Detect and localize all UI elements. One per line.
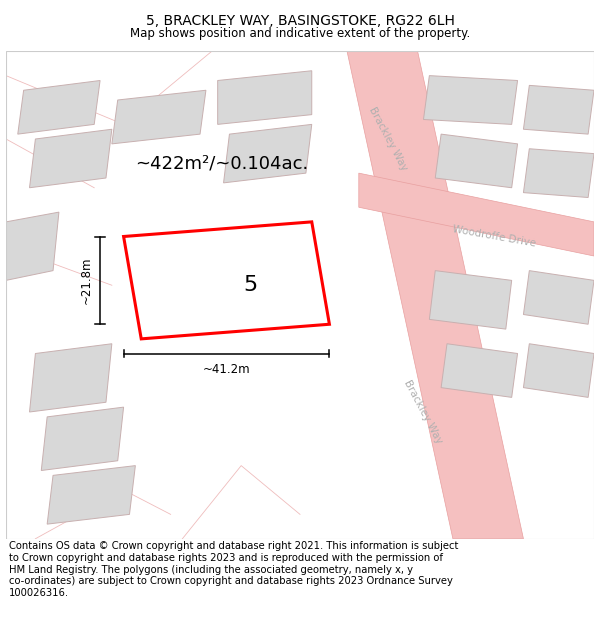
Text: Woodroffe Drive: Woodroffe Drive	[452, 224, 536, 249]
Polygon shape	[347, 51, 523, 539]
Polygon shape	[435, 134, 518, 188]
Polygon shape	[218, 71, 312, 124]
Polygon shape	[441, 344, 518, 398]
Polygon shape	[29, 129, 112, 188]
Text: 5, BRACKLEY WAY, BASINGSTOKE, RG22 6LH: 5, BRACKLEY WAY, BASINGSTOKE, RG22 6LH	[146, 14, 454, 28]
Polygon shape	[523, 271, 594, 324]
Text: Contains OS data © Crown copyright and database right 2021. This information is : Contains OS data © Crown copyright and d…	[9, 541, 458, 598]
Text: Brackley Way: Brackley Way	[403, 379, 445, 446]
Polygon shape	[523, 344, 594, 398]
Polygon shape	[41, 407, 124, 471]
Polygon shape	[124, 222, 329, 339]
Polygon shape	[6, 212, 59, 281]
Polygon shape	[18, 81, 100, 134]
Polygon shape	[224, 124, 312, 183]
Text: Map shows position and indicative extent of the property.: Map shows position and indicative extent…	[130, 27, 470, 40]
Polygon shape	[424, 76, 518, 124]
Text: ~422m²/~0.104ac.: ~422m²/~0.104ac.	[136, 154, 308, 173]
Polygon shape	[523, 86, 594, 134]
Text: ~41.2m: ~41.2m	[203, 363, 250, 376]
Polygon shape	[47, 466, 136, 524]
Polygon shape	[29, 344, 112, 412]
Text: ~21.8m: ~21.8m	[80, 257, 93, 304]
Polygon shape	[523, 149, 594, 198]
Text: Brackley Way: Brackley Way	[367, 106, 409, 172]
Polygon shape	[359, 173, 594, 256]
Polygon shape	[112, 90, 206, 144]
Text: 5: 5	[243, 275, 257, 295]
Polygon shape	[430, 271, 512, 329]
